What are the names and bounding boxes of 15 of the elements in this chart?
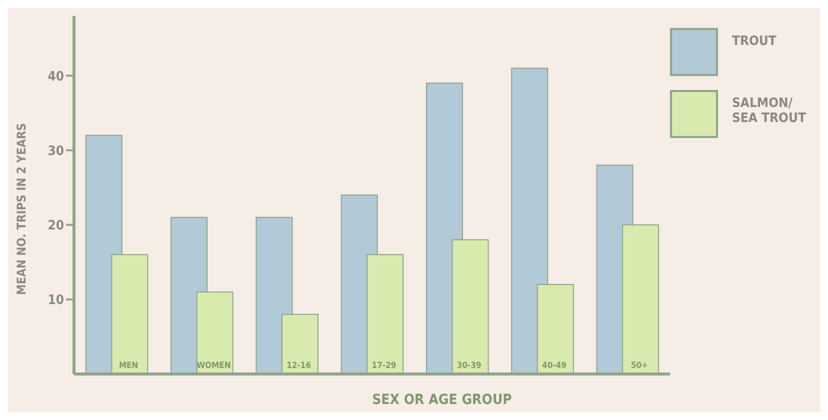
x-tick-label: WOMEN: [196, 361, 231, 371]
x-tick-label: 17-29: [372, 361, 396, 371]
y-tick-label: 10: [48, 293, 64, 308]
x-tick-label: 50+: [630, 361, 648, 371]
x-tick-label: 12-16: [286, 361, 312, 371]
x-tick-label: 30-39: [456, 361, 482, 371]
y-tick-label: 30: [48, 144, 64, 159]
text: TROUT: [732, 33, 778, 49]
x-tick-label: 40-49: [542, 361, 567, 371]
y-axis-title: MEAN NO. TRIPS IN 2 YEARS: [14, 123, 28, 295]
y-tick-label: 40: [48, 69, 64, 84]
x-tick-label: MEN: [118, 361, 138, 371]
y-tick-label: 20: [48, 218, 64, 234]
text: SALMON/ SEA TROUT: [732, 95, 807, 126]
x-axis-title: SEX OR AGE GROUP: [372, 392, 512, 408]
